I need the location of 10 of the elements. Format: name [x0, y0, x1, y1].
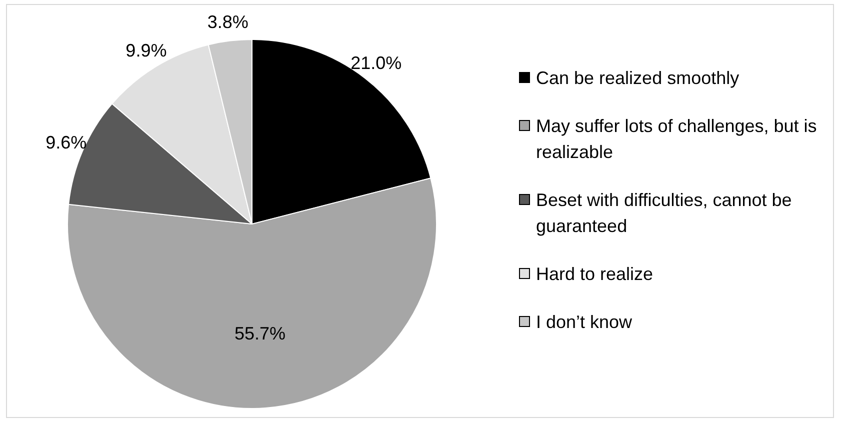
data-label: 9.6% — [46, 132, 87, 153]
data-label: 21.0% — [350, 52, 402, 73]
data-label: 3.8% — [207, 12, 248, 32]
legend-label: Beset with difficulties, cannot be guaranteed — [536, 189, 793, 238]
legend-label: Hard to realize — [536, 263, 654, 286]
legend-label: May suffer lots of challenges, but is realizable — [536, 115, 818, 164]
legend-label: Can be realized smoothly — [536, 67, 740, 90]
data-label: 55.7% — [234, 323, 286, 344]
legend-label: I don’t know — [536, 311, 632, 334]
data-label: 9.9% — [126, 40, 167, 60]
